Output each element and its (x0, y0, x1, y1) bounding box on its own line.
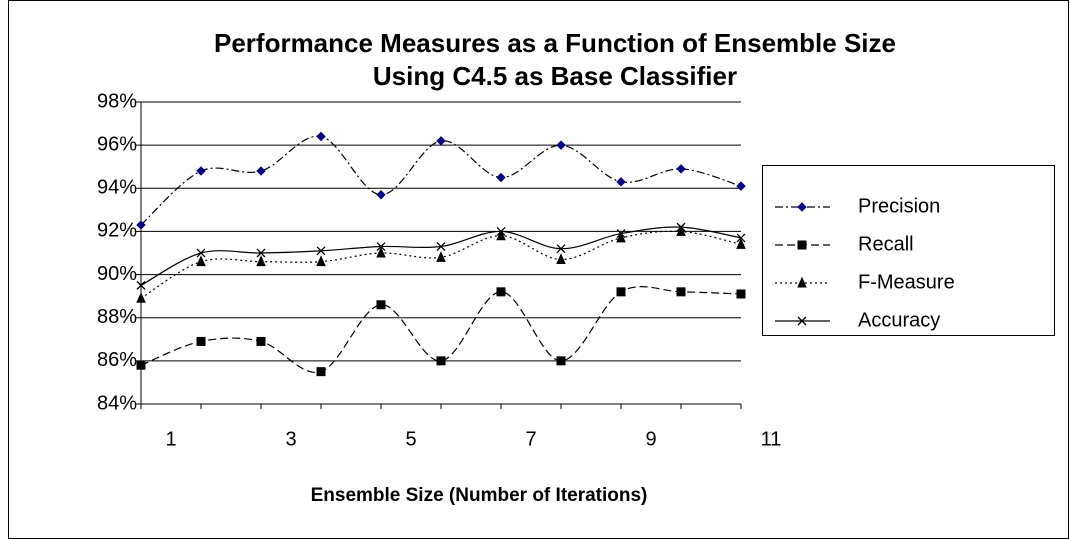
legend-label: F-Measure (858, 271, 955, 293)
x-tick-label: 3 (285, 428, 296, 450)
point (616, 229, 626, 239)
point (616, 231, 626, 243)
point (797, 202, 807, 212)
point (436, 356, 446, 366)
point (136, 220, 146, 230)
point (736, 289, 746, 299)
y-tick-label: 86% (97, 349, 137, 371)
y-tick-label: 96% (97, 133, 137, 155)
point (496, 226, 506, 236)
point (496, 172, 506, 183)
point (136, 280, 146, 290)
point (797, 240, 807, 250)
point (736, 233, 746, 243)
point (556, 253, 566, 264)
point (136, 292, 146, 303)
point (736, 181, 746, 191)
point (136, 360, 146, 370)
point (556, 244, 566, 254)
point (436, 251, 446, 262)
point (376, 190, 386, 200)
point (256, 336, 266, 346)
chart-subtitle: Using C4.5 as Base Classifier (373, 61, 737, 91)
legend-box (762, 165, 1055, 336)
point (436, 242, 446, 251)
point (676, 164, 686, 174)
y-tick-label: 94% (97, 177, 137, 199)
y-tick-label: 98% (97, 90, 137, 112)
point (797, 276, 807, 288)
y-tick-label: 88% (97, 306, 137, 328)
legend-label: Accuracy (858, 309, 940, 331)
point (316, 255, 326, 267)
point (736, 238, 746, 249)
point (196, 255, 206, 267)
y-tick-label: 90% (97, 263, 137, 285)
point (316, 246, 326, 256)
point (616, 177, 626, 187)
point (676, 222, 686, 232)
x-tick-label: 11 (761, 428, 782, 450)
point (436, 136, 446, 146)
point (196, 248, 206, 258)
point (556, 356, 566, 366)
x-tick-label: 5 (405, 428, 416, 450)
point (676, 287, 686, 297)
y-tick-label: 92% (97, 220, 137, 242)
x-axis-title: Ensemble Size (Number of Iterations) (311, 485, 648, 506)
legend-label: Recall (858, 233, 914, 255)
point (196, 336, 206, 346)
point (556, 140, 566, 150)
point (316, 367, 326, 377)
x-tick-label: 1 (165, 428, 176, 450)
point (256, 255, 266, 267)
chart-title: Performance Measures as a Function of En… (214, 28, 896, 58)
point (376, 300, 386, 310)
point (676, 225, 686, 236)
x-tick-label: 7 (525, 428, 536, 450)
legend-label: Precision (858, 195, 940, 217)
point (797, 316, 807, 326)
point (376, 242, 386, 251)
point (316, 131, 326, 142)
point (376, 246, 386, 258)
y-tick-label: 84% (97, 392, 137, 414)
x-tick-label: 9 (645, 428, 656, 450)
point (496, 229, 506, 241)
point (616, 287, 626, 297)
point (196, 166, 206, 176)
point (256, 248, 266, 258)
point (496, 287, 506, 297)
point (256, 166, 266, 176)
